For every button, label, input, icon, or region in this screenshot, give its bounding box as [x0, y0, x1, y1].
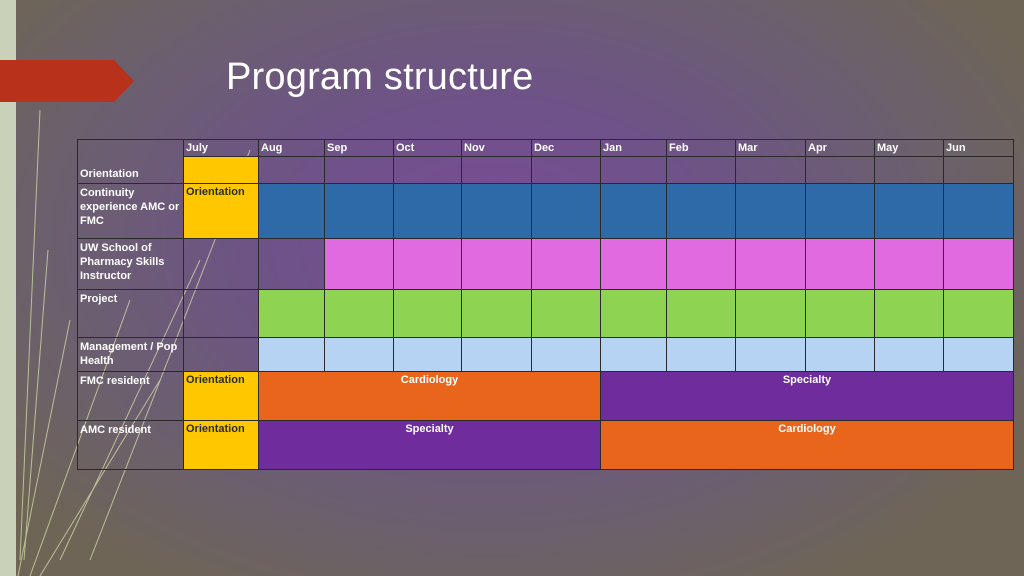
fmc-resident-row: FMC resident Orientation Cardiology Spec…	[77, 371, 1014, 421]
project-cell	[805, 289, 875, 338]
amc-july-cell: Orientation	[183, 420, 259, 470]
month-may: May	[874, 139, 944, 157]
project-cell	[600, 289, 667, 338]
orientation-cell	[943, 156, 1014, 184]
month-nov: Nov	[461, 139, 532, 157]
project-cell	[531, 289, 601, 338]
month-jun: Jun	[943, 139, 1014, 157]
management-july-cell	[183, 337, 259, 372]
row-label-project: Project	[77, 289, 184, 338]
project-cell	[324, 289, 394, 338]
uw-cell	[324, 238, 394, 290]
continuity-cell	[393, 183, 462, 239]
management-cell	[393, 337, 462, 372]
management-cell	[735, 337, 806, 372]
uw-cell	[531, 238, 601, 290]
management-cell	[805, 337, 875, 372]
uw-aug-cell	[258, 238, 325, 290]
continuity-cell	[805, 183, 875, 239]
uw-july-cell	[183, 238, 259, 290]
month-aug: Aug	[258, 139, 325, 157]
continuity-cell	[943, 183, 1014, 239]
orientation-cell	[461, 156, 532, 184]
fmc-july-cell: Orientation	[183, 371, 259, 421]
fmc-specialty-block: Specialty	[600, 371, 1014, 421]
project-cell	[461, 289, 532, 338]
fmc-cardiology-block: Cardiology	[258, 371, 601, 421]
orientation-cell	[393, 156, 462, 184]
project-row: Project	[77, 289, 1014, 338]
uw-cell	[805, 238, 875, 290]
continuity-cell	[461, 183, 532, 239]
month-july: July	[183, 139, 259, 157]
continuity-july-cell: Orientation	[183, 183, 259, 239]
management-cell	[600, 337, 667, 372]
project-cell	[258, 289, 325, 338]
continuity-cell	[874, 183, 944, 239]
row-label-amc: AMC resident	[77, 420, 184, 470]
slide-title: Program structure	[226, 56, 534, 98]
row-label-orientation: Orientation	[77, 139, 184, 184]
management-cell	[666, 337, 736, 372]
uw-cell	[666, 238, 736, 290]
project-cell	[943, 289, 1014, 338]
uw-cell	[735, 238, 806, 290]
project-july-cell	[183, 289, 259, 338]
amc-cardiology-block: Cardiology	[600, 420, 1014, 470]
continuity-cell	[735, 183, 806, 239]
uw-cell	[393, 238, 462, 290]
uw-cell	[600, 238, 667, 290]
title-arrow-shape	[0, 60, 134, 102]
month-dec: Dec	[531, 139, 601, 157]
project-cell	[666, 289, 736, 338]
row-label-uw: UW School of Pharmacy Skills Instructor	[77, 238, 184, 290]
month-sep: Sep	[324, 139, 394, 157]
orientation-cell	[874, 156, 944, 184]
amc-specialty-block: Specialty	[258, 420, 601, 470]
row-label-continuity: Continuity experience AMC or FMC	[77, 183, 184, 239]
orientation-cell	[258, 156, 325, 184]
month-mar: Mar	[735, 139, 806, 157]
project-cell	[393, 289, 462, 338]
orientation-july-cell	[183, 156, 259, 184]
orientation-cell	[805, 156, 875, 184]
continuity-cell	[531, 183, 601, 239]
orientation-row	[78, 156, 1014, 184]
orientation-cell	[735, 156, 806, 184]
row-label-fmc: FMC resident	[77, 371, 184, 421]
continuity-cell	[666, 183, 736, 239]
month-apr: Apr	[805, 139, 875, 157]
management-row: Management / Pop Health	[77, 337, 1014, 372]
management-cell	[874, 337, 944, 372]
month-jan: Jan	[600, 139, 667, 157]
continuity-cell	[600, 183, 667, 239]
management-cell	[531, 337, 601, 372]
management-cell	[324, 337, 394, 372]
continuity-row: Continuity experience AMC or FMC Orienta…	[77, 183, 1014, 239]
continuity-cell	[324, 183, 394, 239]
uw-cell	[943, 238, 1014, 290]
orientation-cell	[531, 156, 601, 184]
orientation-cell	[666, 156, 736, 184]
management-cell	[461, 337, 532, 372]
orientation-cell	[324, 156, 394, 184]
management-cell	[258, 337, 325, 372]
row-label-management: Management / Pop Health	[77, 337, 184, 372]
left-accent-strip	[0, 0, 16, 576]
program-schedule-table: Orientation July Aug Sep Oct Nov Dec Jan…	[77, 139, 1014, 470]
continuity-cell	[258, 183, 325, 239]
month-oct: Oct	[393, 139, 462, 157]
month-feb: Feb	[666, 139, 736, 157]
uw-cell	[874, 238, 944, 290]
management-cell	[943, 337, 1014, 372]
uw-cell	[461, 238, 532, 290]
uw-row: UW School of Pharmacy Skills Instructor	[77, 238, 1014, 290]
project-cell	[874, 289, 944, 338]
orientation-cell	[600, 156, 667, 184]
project-cell	[735, 289, 806, 338]
amc-resident-row: AMC resident Orientation Specialty Cardi…	[77, 420, 1014, 470]
month-header-row: Orientation July Aug Sep Oct Nov Dec Jan…	[77, 139, 1014, 184]
